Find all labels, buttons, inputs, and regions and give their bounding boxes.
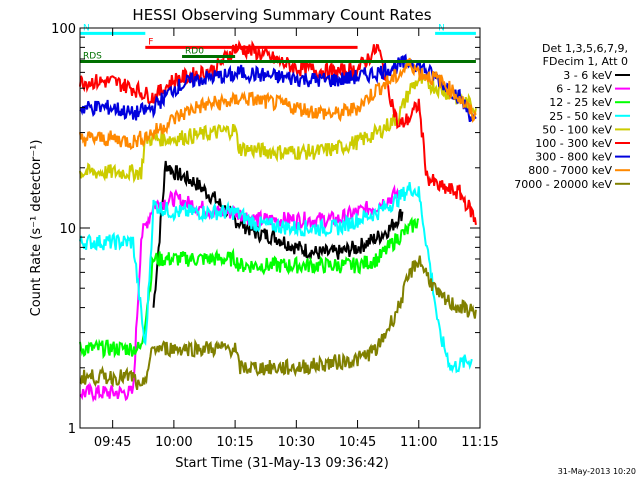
legend-label-2: 6 - 12 keV	[556, 83, 612, 96]
legend-label-9: 7000 - 20000 keV	[514, 178, 612, 191]
legend-label-4: 25 - 50 keV	[549, 110, 612, 123]
legend: Det 1,3,5,6,7,9, FDecim 1, Att 0 3 - 6 k…	[514, 42, 630, 191]
legend-label-1: 3 - 6 keV	[563, 69, 612, 82]
legend-label-3: 12 - 25 keV	[549, 96, 612, 109]
legend-header-line-2: FDecim 1, Att 0	[543, 55, 628, 68]
legend-label-8: 800 - 7000 keV	[528, 164, 612, 177]
flag-label-4: RD0	[185, 47, 204, 57]
series-line-3	[79, 216, 420, 360]
x-axis: 09:45 10:00 10:15 10:30 10:45 11:00 11:15	[94, 28, 499, 450]
x-tick-label-6: 11:00	[400, 435, 437, 450]
x-tick-label-3: 10:15	[216, 435, 253, 450]
plot-area: NNFRD0RDS	[79, 23, 477, 403]
y-axis: 1 10 100	[51, 22, 480, 437]
legend-label-7: 300 - 800 keV	[535, 151, 612, 164]
x-tick-label-4: 10:30	[278, 435, 315, 450]
x-axis-label: Start Time (31-May-13 09:36:42)	[175, 456, 389, 471]
y-tick-label-3: 100	[51, 22, 76, 37]
x-tick-label-1: 09:45	[94, 435, 131, 450]
legend-label-5: 50 - 100 keV	[542, 123, 612, 136]
series-line-9	[79, 255, 477, 391]
timestamp: 31-May-2013 10:20	[558, 467, 636, 476]
y-tick-label-2: 10	[59, 222, 76, 237]
y-axis-label: Count Rate (s⁻¹ detector⁻¹)	[29, 140, 44, 317]
flag-label-3: F	[148, 37, 153, 47]
x-tick-label-7: 11:15	[461, 435, 498, 450]
x-tick-label-2: 10:00	[155, 435, 192, 450]
legend-header-line-1: Det 1,3,5,6,7,9,	[542, 42, 628, 55]
y-tick-label-1: 1	[68, 422, 76, 437]
chart-title: HESSI Observing Summary Count Rates	[132, 6, 431, 24]
series-line-1	[152, 160, 404, 308]
flag-label-5: RDS	[83, 51, 102, 61]
series-line-4	[79, 181, 473, 374]
x-tick-label-5: 10:45	[339, 435, 376, 450]
legend-label-6: 100 - 300 keV	[535, 137, 612, 150]
